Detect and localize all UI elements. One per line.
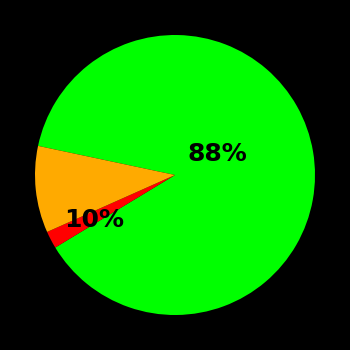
Wedge shape: [35, 146, 175, 232]
Text: 88%: 88%: [187, 142, 247, 166]
Text: 10%: 10%: [64, 208, 124, 232]
Wedge shape: [38, 35, 315, 315]
Wedge shape: [47, 175, 175, 247]
